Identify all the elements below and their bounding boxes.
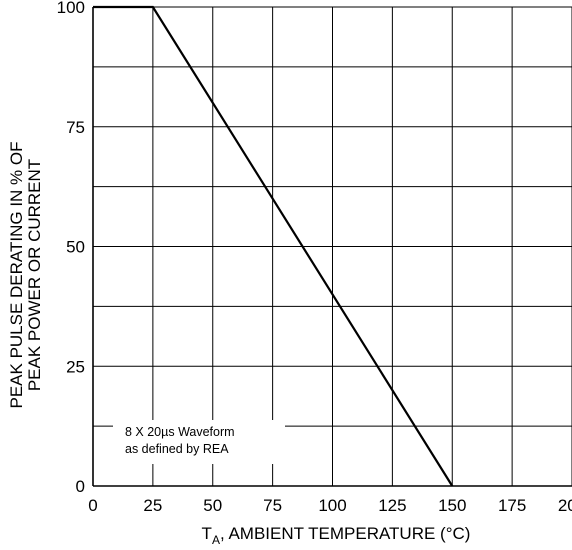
x-axis-label: TA, AMBIENT TEMPERATURE (°C) (202, 524, 471, 547)
x-tick-label-175: 175 (498, 496, 526, 515)
series (93, 5, 454, 487)
series-line-0 (93, 5, 454, 487)
y-axis-label-line-1: PEAK PULSE DERATING IN % OF (7, 141, 26, 408)
x-axis-label-main: T (202, 524, 212, 543)
annotation-line-2: as defined by REA (125, 442, 229, 456)
annotation-box (113, 420, 285, 464)
y-tick-label-50: 50 (66, 238, 85, 257)
y-tick-label-25: 25 (66, 357, 85, 376)
x-tick-label-75: 75 (263, 496, 282, 515)
y-tick-label-75: 75 (66, 118, 85, 137)
x-tick-label-150: 150 (438, 496, 466, 515)
waveform-annotation: 8 X 20µs Waveform as defined by REA (113, 420, 285, 464)
x-axis-label-subscript: A (212, 533, 220, 547)
x-tick-label-0: 0 (88, 496, 97, 515)
y-tick-label-100: 100 (57, 0, 85, 17)
x-tick-label-100: 100 (318, 496, 346, 515)
y-axis-label-line-2: PEAK POWER OR CURRENT (25, 159, 44, 391)
annotation-line-1: 8 X 20µs Waveform (125, 425, 235, 439)
x-tick-label-125: 125 (378, 496, 406, 515)
x-tick-label-25: 25 (143, 496, 162, 515)
x-axis-label-rest: , AMBIENT TEMPERATURE (°C) (220, 524, 471, 543)
grid (92, 6, 572, 487)
x-tick-label-50: 50 (203, 496, 222, 515)
x-tick-label-200: 200 (558, 496, 572, 515)
tick-labels: 0 25 50 75 100 125 150 175 200 0 25 50 75 100 (57, 0, 572, 515)
y-tick-label-0: 0 (76, 477, 85, 496)
